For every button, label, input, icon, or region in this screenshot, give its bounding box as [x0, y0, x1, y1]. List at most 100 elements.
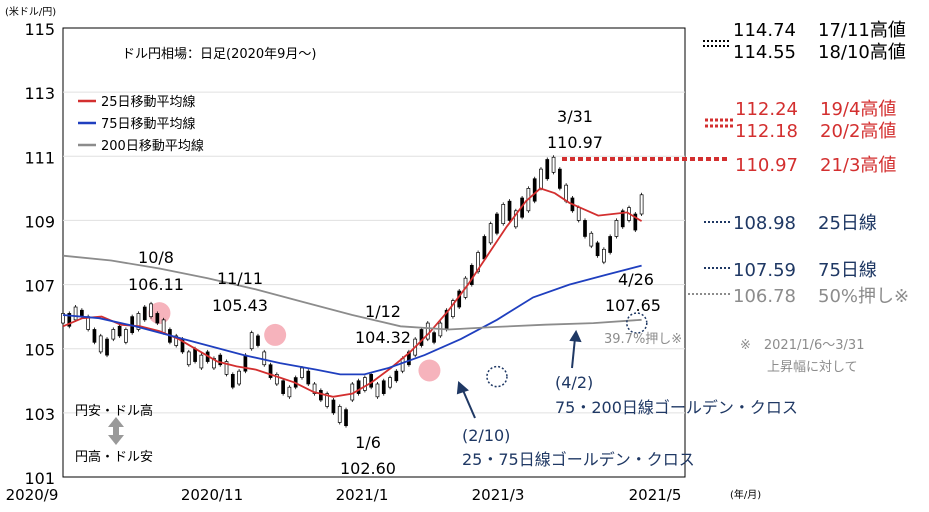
- candle-body: [117, 325, 122, 337]
- candle-body: [388, 377, 392, 388]
- x-axis-unit: (年/月): [730, 488, 761, 501]
- x-tick-label: 2021/3: [472, 486, 525, 504]
- candle-body: [155, 313, 160, 324]
- y-axis-unit: (米ドル/円): [5, 5, 56, 18]
- x-tick-label: 2021/5: [629, 486, 682, 504]
- level-6-label: 25日線: [818, 213, 877, 234]
- candle-body: [73, 306, 78, 321]
- cross-markers: [486, 312, 648, 388]
- candle-body: [281, 380, 285, 394]
- golden-cross-marker: [486, 365, 508, 388]
- annotation-weak-yen: 円安・ドル高: [75, 403, 153, 419]
- y-tick-label: 101: [24, 469, 55, 488]
- reference-levels: [562, 40, 733, 295]
- candle-body: [451, 300, 455, 317]
- y-tick-label: 113: [24, 84, 55, 103]
- annotation-note-1: ※ 2021/1/6～3/31: [740, 338, 864, 353]
- candle-body: [425, 322, 430, 340]
- candle-body: [557, 168, 562, 189]
- y-tick-label: 109: [24, 212, 55, 231]
- annotation-0112-date: 1/12: [365, 302, 401, 321]
- candle-body: [602, 248, 606, 263]
- candle-body: [98, 335, 103, 353]
- candle-body: [274, 374, 279, 385]
- candle-body: [608, 236, 613, 253]
- level-8-value: 106.78: [733, 286, 796, 307]
- annotation-0331-date: 3/31: [557, 107, 593, 126]
- level-3-value: 112.24: [735, 99, 798, 120]
- yen-arrow-up: [108, 417, 124, 427]
- candle-body: [136, 313, 141, 330]
- candle-body: [583, 220, 587, 237]
- candle-body: [564, 184, 568, 202]
- candle-body: [230, 374, 235, 388]
- annotation-0106-date: 1/6: [355, 433, 381, 452]
- candle-body: [237, 370, 241, 385]
- candle-body: [344, 409, 348, 427]
- highlight-circle: [418, 359, 441, 382]
- chart-title: ドル円相場：日足(2020年9月～): [122, 47, 317, 62]
- x-tick-label: 2020/11: [181, 486, 243, 504]
- candle-body: [551, 156, 556, 173]
- candle-body: [614, 220, 619, 237]
- candle-body: [620, 210, 625, 228]
- level-5-label: 21/3高値: [820, 155, 896, 176]
- candle-body: [639, 194, 644, 215]
- level-7-label: 75日線: [818, 260, 877, 281]
- candle-body: [212, 357, 216, 369]
- annotation-gc1-label: 25・75日線ゴールデン・クロス: [462, 450, 695, 469]
- legend-ma75-label: 75日移動平均線: [101, 116, 196, 132]
- candle-body: [363, 377, 367, 391]
- candle-body: [419, 329, 424, 346]
- candle-body: [287, 386, 292, 398]
- annotations: 10/8 106.11 11/11 105.43 1/12 104.32 1/6…: [75, 107, 864, 478]
- yen-arrow-shaft: [113, 426, 119, 436]
- y-tick-label: 115: [24, 20, 55, 39]
- annotation-gc1-date: (2/10): [462, 426, 510, 445]
- candle-body: [633, 213, 638, 231]
- annotation-0106-value: 102.60: [340, 459, 396, 478]
- candle-body: [218, 354, 223, 366]
- candle-body: [262, 351, 267, 366]
- candle-body: [224, 361, 229, 375]
- candle-body: [193, 348, 197, 362]
- yen-direction-arrow: [108, 417, 124, 445]
- candle-body: [61, 313, 65, 324]
- y-tick-label: 107: [24, 277, 55, 296]
- candle-body: [319, 390, 323, 401]
- highlight-circle: [264, 323, 287, 346]
- candle-body: [306, 370, 311, 385]
- candle-body: [482, 236, 487, 260]
- candle-body: [142, 306, 147, 321]
- ma75-line: [62, 264, 642, 376]
- candle-body: [394, 370, 399, 382]
- level-1-value: 114.74: [733, 20, 796, 41]
- candle-body: [488, 223, 493, 244]
- candle-body: [432, 332, 436, 343]
- annotation-0112-value: 104.32: [355, 328, 411, 347]
- candle-body: [589, 232, 594, 247]
- level-2-label: 18/10高値: [818, 42, 906, 63]
- annotation-0426-date: 4/26: [618, 270, 654, 289]
- gc1-arrow: [461, 387, 476, 419]
- y-axis-ticks: 115 113 111 109 107 105 103 101: [24, 20, 55, 488]
- candle-body: [476, 252, 480, 273]
- plot-area: [62, 27, 686, 478]
- candle-body: [268, 364, 273, 378]
- candle-body: [249, 332, 254, 350]
- candle-body: [501, 204, 506, 224]
- candle-body: [199, 354, 204, 369]
- candle-body: [507, 200, 512, 221]
- x-tick-label: 2021/1: [336, 486, 389, 504]
- x-tick-label: 2020/9: [6, 486, 59, 504]
- candle-body: [149, 303, 153, 317]
- level-6-value: 108.98: [733, 213, 796, 234]
- candle-body: [312, 383, 317, 394]
- candle-body: [325, 393, 329, 407]
- candle-body: [513, 210, 518, 228]
- level-7-value: 107.59: [733, 260, 796, 281]
- gc1-arrowhead: [456, 380, 469, 395]
- candle-body: [256, 335, 260, 346]
- candle-body: [331, 399, 336, 414]
- y-tick-label: 111: [24, 148, 55, 167]
